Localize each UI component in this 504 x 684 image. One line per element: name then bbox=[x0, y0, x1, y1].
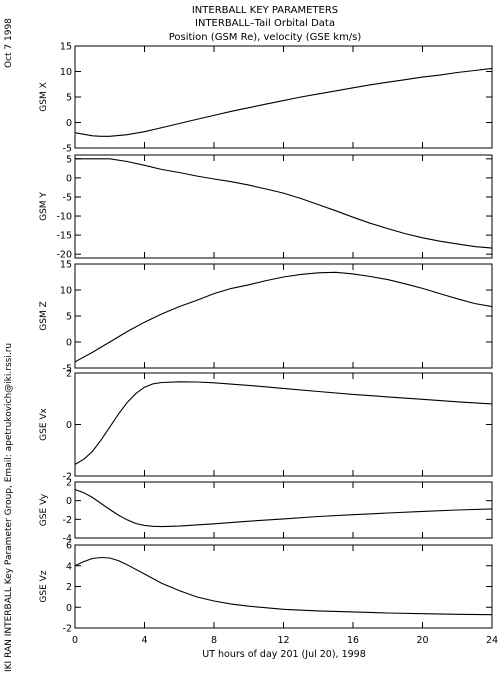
y-axis-label: GSE Vx bbox=[39, 407, 49, 440]
chart-title-line-1: INTERBALL KEY PARAMETERS bbox=[192, 5, 338, 16]
panel-gsm-z: -5 0 5 10 15 GSM Z bbox=[39, 260, 493, 375]
credit-label: IKI RAN INTERBALL Key Parameter Group, E… bbox=[4, 343, 14, 672]
y-tick-label: 0 bbox=[66, 118, 72, 129]
x-tick-label: 16 bbox=[347, 635, 359, 646]
y-tick-label: -5 bbox=[63, 192, 72, 203]
series-line-gsm-x bbox=[74, 67, 493, 137]
panel-gse-vy: -4 -2 0 2 GSE Vy bbox=[39, 478, 493, 545]
y-tick-label: -5 bbox=[63, 364, 72, 375]
panel-frame bbox=[74, 154, 493, 259]
x-tick-label: 4 bbox=[141, 635, 147, 646]
x-tick-label: 20 bbox=[416, 635, 428, 646]
y-tick-label: 0 bbox=[66, 603, 72, 614]
date-label: Oct 7 1998 bbox=[4, 18, 14, 68]
y-tick-label: -10 bbox=[56, 212, 72, 223]
y-tick-label: 10 bbox=[60, 286, 72, 297]
y-tick-label: 0 bbox=[66, 496, 72, 507]
y-axis-label: GSM Y bbox=[39, 192, 49, 221]
y-tick-label: -2 bbox=[63, 472, 72, 483]
y-tick-label: 6 bbox=[66, 541, 72, 552]
y-tick-label: 15 bbox=[60, 260, 72, 271]
y-tick-label: -2 bbox=[63, 624, 72, 635]
y-axis-label: GSM X bbox=[39, 82, 49, 111]
series-line-gse-vx bbox=[74, 381, 493, 465]
y-axis-label: GSE Vz bbox=[39, 570, 49, 602]
series-line-gse-vz bbox=[74, 556, 493, 616]
chart-title-line-3: Position (GSM Re), velocity (GSE km/s) bbox=[169, 32, 362, 43]
y-tick-label: 5 bbox=[66, 93, 72, 104]
y-tick-label: 2 bbox=[66, 369, 72, 380]
series-line-gsm-y bbox=[75, 158, 493, 249]
chart-title-line-2: INTERBALL–Tail Orbital Data bbox=[195, 18, 335, 29]
y-tick-label: 15 bbox=[60, 42, 72, 53]
y-tick-label: -4 bbox=[63, 534, 72, 545]
y-tick-label: -15 bbox=[56, 231, 72, 242]
panel-frame bbox=[74, 263, 493, 369]
x-axis-title: UT hours of day 201 (Jul 20), 1998 bbox=[202, 649, 366, 660]
x-tick-label: 0 bbox=[72, 635, 78, 646]
y-tick-label: 5 bbox=[66, 154, 72, 165]
panel-gse-vx: -2 0 2 GSE Vx bbox=[39, 369, 493, 483]
y-tick-label: -5 bbox=[63, 144, 72, 155]
y-axis-label: GSE Vy bbox=[39, 493, 49, 526]
panel-frame bbox=[74, 544, 493, 629]
panel-gsm-y: -20 -15 -10 -5 0 5 GSM Y bbox=[39, 154, 493, 261]
y-tick-label: 2 bbox=[66, 582, 72, 593]
y-tick-label: 0 bbox=[66, 338, 72, 349]
y-tick-label: 10 bbox=[60, 67, 72, 78]
y-tick-label: 4 bbox=[66, 561, 72, 572]
y-tick-label: -20 bbox=[56, 250, 72, 261]
y-tick-label: 0 bbox=[66, 420, 72, 431]
series-line-gsm-z bbox=[74, 271, 493, 363]
series-line-gse-vy bbox=[74, 488, 493, 528]
x-tick-label: 24 bbox=[486, 635, 498, 646]
panel-gse-vz: -2 0 2 4 6 GSE Vz bbox=[39, 541, 493, 635]
y-tick-label: 2 bbox=[66, 478, 72, 489]
y-axis-label: GSM Z bbox=[39, 301, 49, 330]
x-tick-label: 12 bbox=[277, 635, 289, 646]
y-tick-label: 0 bbox=[66, 173, 72, 184]
y-tick-label: 5 bbox=[66, 312, 72, 323]
x-tick-label: 8 bbox=[211, 635, 217, 646]
panel-frame bbox=[74, 481, 493, 539]
panel-gsm-x: -5 0 5 10 15 GSM X bbox=[39, 42, 493, 155]
y-tick-label: -2 bbox=[63, 515, 72, 526]
